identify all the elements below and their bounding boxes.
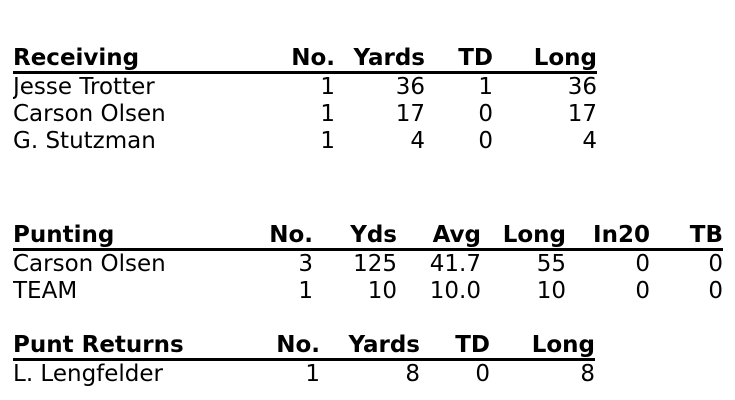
player-name: L. Lengfelder (13, 361, 164, 387)
table-row: Carson Olsen 1 17 0 17 (13, 101, 597, 128)
stat-no: 1 (320, 101, 335, 127)
player-name: Carson Olsen (13, 251, 166, 277)
punt-returns-col-yards: Yards (320, 332, 420, 361)
stat-long: 36 (567, 74, 597, 100)
stat-yards: 17 (395, 101, 425, 127)
punt-returns-col-td: TD (420, 332, 490, 361)
punting-col-long: Long (481, 222, 566, 251)
stat-tb: 0 (708, 251, 723, 277)
stat-in20: 0 (635, 251, 650, 277)
player-name: G. Stutzman (13, 128, 156, 154)
punting-section: Punting No. Yds Avg Long In20 TB Carson … (13, 222, 723, 305)
table-row: G. Stutzman 1 4 0 4 (13, 128, 597, 155)
punt-returns-header-row: Punt Returns No. Yards TD Long (13, 332, 595, 361)
stat-long: 10 (536, 278, 566, 304)
receiving-col-long: Long (493, 45, 597, 74)
stat-in20: 0 (635, 278, 650, 304)
table-row: L. Lengfelder 1 8 0 8 (13, 360, 595, 389)
table-row: Jesse Trotter 1 36 1 36 (13, 73, 597, 102)
punt-returns-col-long: Long (490, 332, 595, 361)
punt-returns-col-no: No. (268, 332, 320, 361)
stat-no: 3 (298, 251, 313, 277)
table-row: Carson Olsen 3 125 41.7 55 0 0 (13, 250, 723, 279)
stat-yards: 36 (395, 74, 425, 100)
stat-avg: 10.0 (429, 278, 481, 304)
player-name: Carson Olsen (13, 101, 166, 127)
punt-returns-section: Punt Returns No. Yards TD Long L. Lengfe… (13, 332, 595, 388)
player-name: TEAM (13, 278, 78, 304)
punt-returns-table: Punt Returns No. Yards TD Long L. Lengfe… (13, 332, 595, 388)
player-name: Jesse Trotter (13, 74, 155, 100)
table-row: TEAM 1 10 10.0 10 0 0 (13, 278, 723, 305)
stat-td: 0 (475, 361, 490, 387)
receiving-table: Receiving No. Yards TD Long Jesse Trotte… (13, 45, 597, 155)
stat-long: 4 (582, 128, 597, 154)
stat-yards: 8 (405, 361, 420, 387)
stat-tb: 0 (708, 278, 723, 304)
stat-td: 1 (478, 74, 493, 100)
receiving-table-title: Receiving (13, 45, 280, 74)
receiving-header-row: Receiving No. Yards TD Long (13, 45, 597, 74)
punting-col-tb: TB (650, 222, 723, 251)
receiving-col-yards: Yards (335, 45, 425, 74)
punt-returns-table-title: Punt Returns (13, 332, 268, 361)
punting-header-row: Punting No. Yds Avg Long In20 TB (13, 222, 723, 251)
stat-long: 55 (536, 251, 566, 277)
punting-col-yds: Yds (313, 222, 397, 251)
stat-yards: 4 (410, 128, 425, 154)
stat-yds: 10 (367, 278, 397, 304)
receiving-col-td: TD (425, 45, 493, 74)
punting-col-in20: In20 (566, 222, 650, 251)
stat-td: 0 (478, 101, 493, 127)
punting-table: Punting No. Yds Avg Long In20 TB Carson … (13, 222, 723, 305)
stat-no: 1 (305, 361, 320, 387)
punting-table-title: Punting (13, 222, 253, 251)
punting-col-no: No. (253, 222, 313, 251)
stat-yds: 125 (353, 251, 397, 277)
receiving-section: Receiving No. Yards TD Long Jesse Trotte… (13, 45, 597, 155)
stat-td: 0 (478, 128, 493, 154)
stat-avg: 41.7 (429, 251, 481, 277)
stat-long: 8 (580, 361, 595, 387)
receiving-col-no: No. (280, 45, 335, 74)
stat-no: 1 (320, 128, 335, 154)
stat-long: 17 (567, 101, 597, 127)
stat-no: 1 (320, 74, 335, 100)
stat-no: 1 (298, 278, 313, 304)
punting-col-avg: Avg (397, 222, 481, 251)
